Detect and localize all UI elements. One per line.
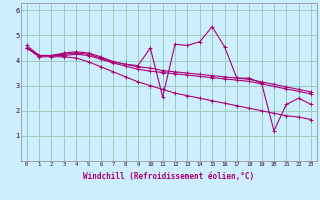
- X-axis label: Windchill (Refroidissement éolien,°C): Windchill (Refroidissement éolien,°C): [83, 172, 254, 181]
